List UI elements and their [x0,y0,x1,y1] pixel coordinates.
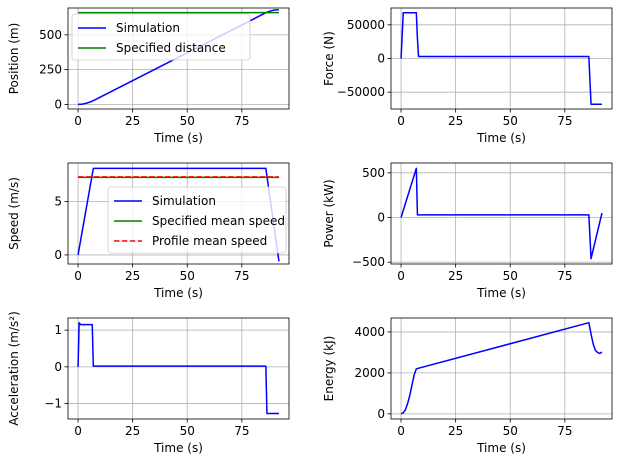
legend: Simulation Specified mean speed Profile me… [107,186,287,254]
x-tick-label: 75 [234,269,249,283]
series-line-power [400,167,603,260]
x-axis-label: Time (s) [153,131,203,145]
subplot-power: 0 25 50 75 −500 0 500 Time (s) Power (kW) [322,162,613,300]
subplot-acceleration: 0 25 50 75 −1 0 1 Time (s) Acceleration (m/s²) [7,311,290,455]
y-tick-label: 0 [377,52,385,66]
legend-label: Specified mean speed [152,214,285,228]
x-tick-label: 75 [557,114,572,128]
x-tick-label: 0 [74,269,82,283]
legend: Simulation Specified distance [71,13,251,61]
y-tick-label: 500 [39,28,62,42]
x-axis-label: Time (s) [476,131,526,145]
y-tick-label: 0 [377,211,385,225]
y-axis-label: Power (kW) [322,179,336,247]
legend-label: Simulation [116,21,180,35]
x-tick-label: 0 [74,114,82,128]
x-tick-label: 75 [557,269,572,283]
series-line-energy [400,321,603,415]
series-line-force [400,11,602,106]
y-tick-label: 4000 [354,325,385,339]
axes-frame [390,162,613,265]
axes-frame [67,162,290,265]
subplot-speed: 0 25 50 75 0 5 Time (s) Speed (m/s) Simulation Sp… [7,162,290,300]
y-tick-label: 0 [54,360,62,374]
x-tick-label: 75 [234,114,249,128]
y-tick-label: 5 [54,194,62,208]
x-tick-label: 75 [234,424,249,438]
y-tick-label: 2000 [354,366,385,380]
x-tick-label: 0 [397,114,405,128]
axes-frame [67,317,290,420]
x-tick-label: 25 [448,114,463,128]
x-axis-label: Time (s) [476,441,526,455]
x-tick-label: 25 [448,424,463,438]
legend-label: Simulation [152,194,216,208]
legend-frame [71,13,251,61]
legend-label: Profile mean speed [152,234,267,248]
x-tick-label: 0 [397,424,405,438]
subplot-energy: 0 25 50 75 0 2000 4000 Time (s) Energy (kJ) [322,317,613,455]
x-tick-label: 25 [125,269,140,283]
y-axis-label: Force (N) [322,31,336,86]
x-tick-label: 50 [503,424,518,438]
x-tick-label: 0 [74,424,82,438]
y-axis-label: Acceleration (m/s²) [7,311,21,426]
y-tick-label: 1 [54,323,62,337]
y-axis-label: Position (m) [7,23,21,95]
y-tick-label: 50000 [347,18,385,32]
y-tick-label: 0 [54,97,62,111]
series-line-acceleration [77,322,279,415]
x-axis-label: Time (s) [153,441,203,455]
y-tick-label: −500 [352,255,385,269]
subplot-force: 0 25 50 75 −50000 0 50000 Time (s) Force (N) [322,7,613,145]
x-tick-label: 50 [503,269,518,283]
x-tick-label: 50 [503,114,518,128]
legend-label: Specified distance [116,41,226,55]
x-tick-label: 25 [125,114,140,128]
y-tick-label: 0 [377,407,385,421]
y-axis-label: Energy (kJ) [322,336,336,402]
y-axis-label: Speed (m/s) [7,177,21,250]
x-tick-label: 50 [180,424,195,438]
y-tick-label: 500 [362,166,385,180]
subplot-position: 0 25 50 75 0 250 500 Time (s) Position (m) Simula… [7,7,290,145]
x-axis-label: Time (s) [476,286,526,300]
x-axis-label: Time (s) [153,286,203,300]
x-tick-label: 50 [180,114,195,128]
y-tick-label: 0 [54,248,62,262]
axes-frame [390,317,613,420]
y-tick-label: −1 [44,397,62,411]
legend-frame [107,186,287,254]
x-tick-label: 75 [557,424,572,438]
axes-frame [67,7,290,110]
x-tick-label: 50 [180,269,195,283]
y-tick-label: 250 [39,63,62,77]
x-tick-label: 25 [125,424,140,438]
x-tick-label: 25 [448,269,463,283]
x-tick-label: 0 [397,269,405,283]
y-tick-label: −50000 [337,85,385,99]
